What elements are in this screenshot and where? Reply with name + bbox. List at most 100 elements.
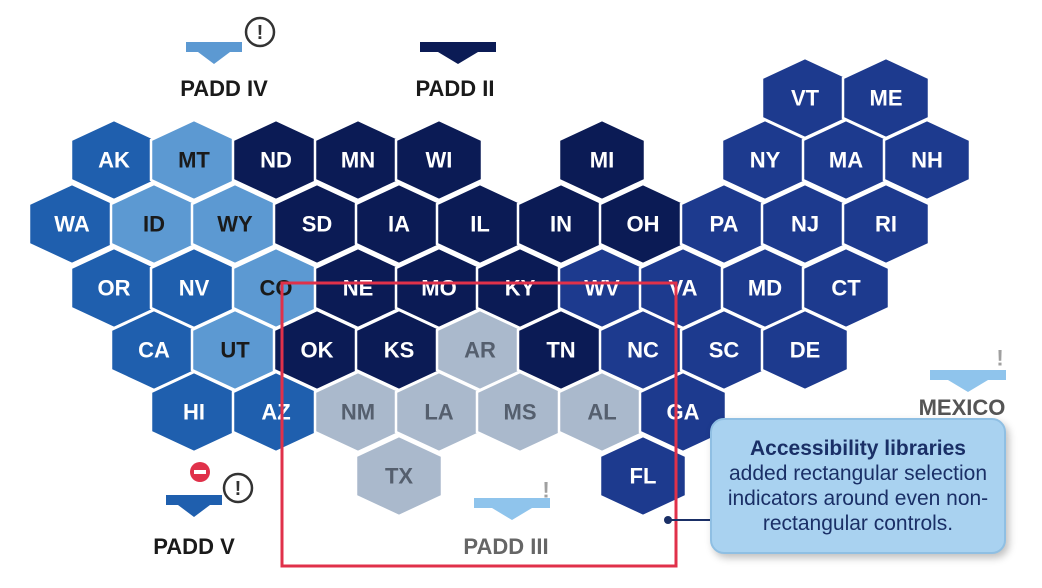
state-label: NH: [911, 148, 943, 173]
state-label: SD: [302, 212, 333, 237]
state-hex-shape[interactable]: [557, 118, 647, 202]
padd-iii-label[interactable]: PADD III: [463, 534, 548, 559]
state-hex-fl[interactable]: FL: [598, 434, 688, 518]
state-hex-shape[interactable]: [882, 118, 972, 202]
state-label: RI: [875, 212, 897, 237]
state-hex-sc[interactable]: SC: [679, 308, 769, 392]
state-label: AL: [587, 400, 616, 425]
state-hex-ne[interactable]: NE: [313, 246, 403, 330]
state-hex-mi[interactable]: MI: [557, 118, 647, 202]
state-hex-or[interactable]: OR: [69, 246, 159, 330]
state-hex-tx[interactable]: TX: [354, 434, 444, 518]
state-label: OH: [627, 212, 660, 237]
state-hex-shape[interactable]: [598, 434, 688, 518]
state-label: NV: [179, 276, 210, 301]
state-hex-az[interactable]: AZ: [231, 370, 321, 454]
state-label: CA: [138, 338, 170, 363]
state-hex-mt[interactable]: MT: [149, 118, 239, 202]
state-label: PA: [710, 212, 739, 237]
state-label: MT: [178, 148, 210, 173]
state-label: GA: [667, 400, 700, 425]
padd-iv-label[interactable]: PADD IV: [180, 76, 268, 101]
state-hex-wa[interactable]: WA: [27, 182, 117, 266]
state-label: TN: [546, 338, 575, 363]
state-label: IA: [388, 212, 410, 237]
state-label: VA: [669, 276, 698, 301]
state-hex-ny[interactable]: NY: [720, 118, 810, 202]
state-label: IL: [470, 212, 490, 237]
svg-text:!: !: [257, 22, 264, 44]
state-hex-ma[interactable]: MA: [801, 118, 891, 202]
svg-text:!: !: [996, 346, 1003, 371]
state-label: DE: [790, 338, 821, 363]
state-label: LA: [424, 400, 453, 425]
callout-connector-dot: [664, 516, 672, 524]
state-label: OR: [98, 276, 131, 301]
state-label: TX: [385, 464, 413, 489]
state-hex-nc[interactable]: NC: [598, 308, 688, 392]
state-hex-sd[interactable]: SD: [272, 182, 362, 266]
state-label: AZ: [261, 400, 290, 425]
state-hex-wi[interactable]: WI: [394, 118, 484, 202]
state-label: KY: [505, 276, 536, 301]
state-hex-ct[interactable]: CT: [801, 246, 891, 330]
state-hex-shape[interactable]: [354, 434, 444, 518]
state-hex-nj[interactable]: NJ: [760, 182, 850, 266]
svg-text:!: !: [542, 478, 549, 503]
focus-selection-rectangle: [280, 281, 678, 568]
mexico-arrow-icon[interactable]: [930, 370, 1006, 392]
state-label: CT: [831, 276, 861, 301]
state-label: MS: [504, 400, 537, 425]
state-label: WI: [426, 148, 453, 173]
state-hex-ks[interactable]: KS: [354, 308, 444, 392]
padd-v-arrow-icon[interactable]: [166, 495, 222, 517]
state-label: MD: [748, 276, 782, 301]
state-hex-shape[interactable]: [638, 370, 728, 454]
state-label: NM: [341, 400, 375, 425]
state-hex-layer: VT ME AK MT ND MN WI MI NY MA NH WA ID WY SD IA IL IN OH PA…: [27, 56, 972, 518]
state-label: HI: [183, 400, 205, 425]
callout-title: Accessibility libraries: [750, 437, 966, 460]
mexico-warning-icon: !: [996, 346, 1003, 371]
state-hex-ms[interactable]: MS: [475, 370, 565, 454]
state-hex-shape[interactable]: [760, 308, 850, 392]
padd-v-warning-icon: !: [222, 472, 254, 504]
state-hex-shape[interactable]: [841, 182, 931, 266]
padd-ii-arrow-icon[interactable]: [420, 42, 496, 64]
state-label: MI: [590, 148, 614, 173]
state-hex-in[interactable]: IN: [516, 182, 606, 266]
padd-iii-arrow-icon[interactable]: [474, 498, 550, 520]
state-label: NJ: [791, 212, 819, 237]
state-label: NY: [750, 148, 781, 173]
state-label: ND: [260, 148, 292, 173]
padd-iv-arrow-icon[interactable]: [186, 42, 242, 64]
callout-body: added rectangular selection indicators a…: [727, 462, 989, 535]
state-label: IN: [550, 212, 572, 237]
state-hex-de[interactable]: DE: [760, 308, 850, 392]
state-label: WV: [584, 276, 620, 301]
state-label: SC: [709, 338, 740, 363]
padd-v-label[interactable]: PADD V: [153, 534, 235, 559]
state-hex-ok[interactable]: OK: [272, 308, 362, 392]
state-label: NC: [627, 338, 659, 363]
state-hex-ri[interactable]: RI: [841, 182, 931, 266]
state-label: WA: [54, 212, 90, 237]
state-label: WY: [217, 212, 253, 237]
state-hex-me[interactable]: ME: [841, 56, 931, 140]
mexico-label[interactable]: MEXICO: [919, 395, 1006, 420]
state-hex-ga[interactable]: GA: [638, 370, 728, 454]
state-hex-shape[interactable]: [394, 118, 484, 202]
state-hex-ia[interactable]: IA: [354, 182, 444, 266]
state-hex-oh[interactable]: OH: [598, 182, 688, 266]
padd-ii-label[interactable]: PADD II: [415, 76, 494, 101]
state-label: FL: [630, 464, 657, 489]
state-label: MA: [829, 148, 863, 173]
accessibility-callout: Accessibility libraries added rectangula…: [710, 418, 1006, 554]
state-label: AR: [464, 338, 496, 363]
state-label: ID: [143, 212, 165, 237]
state-hex-nh[interactable]: NH: [882, 118, 972, 202]
state-label: AK: [98, 148, 130, 173]
state-label: UT: [220, 338, 250, 363]
state-hex-wy[interactable]: WY: [190, 182, 280, 266]
